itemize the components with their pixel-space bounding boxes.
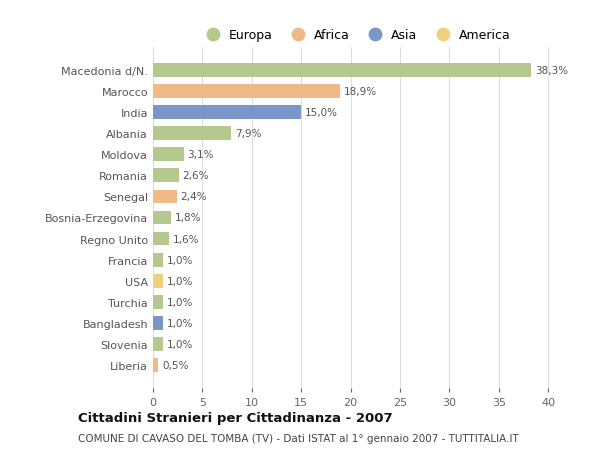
Text: 2,4%: 2,4% (181, 192, 207, 202)
Text: 2,6%: 2,6% (182, 171, 209, 181)
Text: 1,0%: 1,0% (167, 319, 193, 328)
Text: 1,0%: 1,0% (167, 276, 193, 286)
Bar (153, 169, 179, 183)
Bar (153, 317, 163, 330)
Bar (153, 274, 163, 288)
Bar (153, 296, 163, 309)
Text: 1,0%: 1,0% (167, 340, 193, 349)
Bar (153, 338, 163, 351)
Bar (153, 106, 301, 119)
Text: COMUNE DI CAVASO DEL TOMBA (TV) - Dati ISTAT al 1° gennaio 2007 - TUTTITALIA.IT: COMUNE DI CAVASO DEL TOMBA (TV) - Dati I… (78, 433, 519, 443)
Text: 15,0%: 15,0% (305, 108, 338, 118)
Text: 38,3%: 38,3% (535, 66, 568, 75)
Text: 0,5%: 0,5% (162, 361, 188, 370)
Bar (153, 211, 171, 225)
Bar (153, 148, 184, 162)
Bar (153, 359, 158, 372)
Text: 18,9%: 18,9% (344, 87, 377, 96)
Bar (153, 232, 169, 246)
Bar (153, 253, 163, 267)
Text: 3,1%: 3,1% (188, 150, 214, 160)
Bar (153, 85, 340, 98)
Legend: Europa, Africa, Asia, America: Europa, Africa, Asia, America (196, 24, 515, 47)
Text: 1,8%: 1,8% (175, 213, 201, 223)
Text: Cittadini Stranieri per Cittadinanza - 2007: Cittadini Stranieri per Cittadinanza - 2… (78, 412, 392, 425)
Text: 1,6%: 1,6% (173, 234, 199, 244)
Bar (153, 190, 177, 204)
Text: 1,0%: 1,0% (167, 255, 193, 265)
Bar (153, 64, 532, 77)
Text: 1,0%: 1,0% (167, 297, 193, 308)
Bar (153, 127, 231, 140)
Text: 7,9%: 7,9% (235, 129, 262, 139)
